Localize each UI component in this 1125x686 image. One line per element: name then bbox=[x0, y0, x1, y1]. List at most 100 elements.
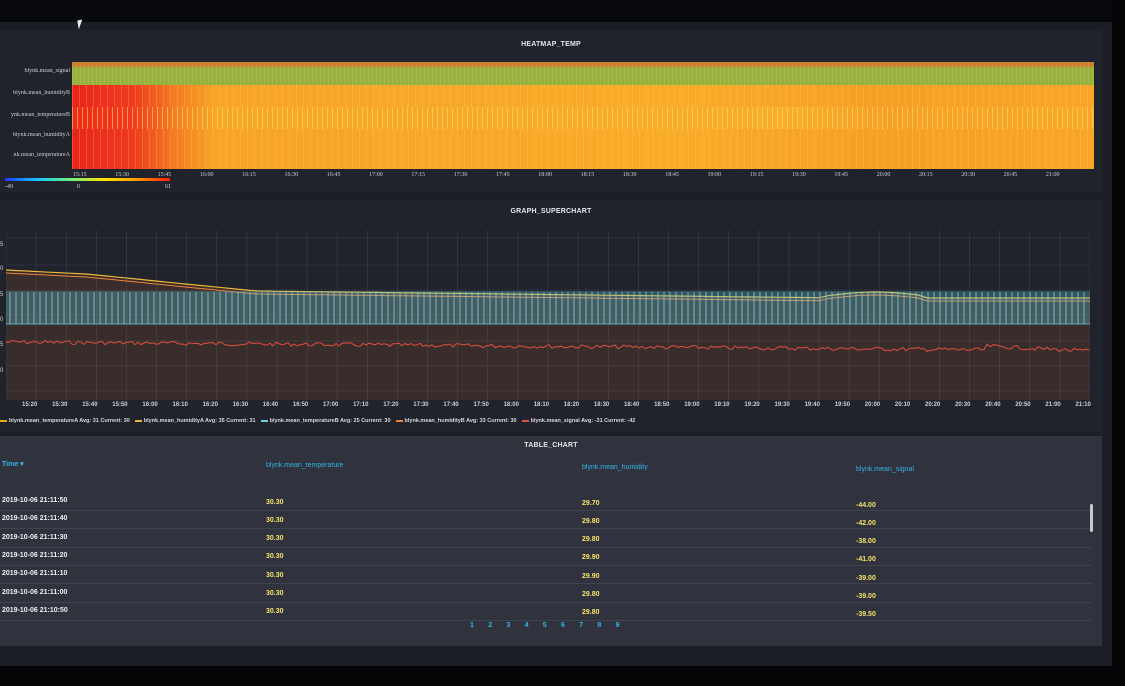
pagination-page-4[interactable]: 4 bbox=[524, 622, 529, 629]
heatmap-x-tick-label: 19:00 bbox=[707, 172, 722, 178]
heatmap-row-temperatureB[interactable] bbox=[72, 107, 1094, 129]
cell-humidity: 29.80 bbox=[582, 517, 600, 525]
graph-y-tick-label: 5 bbox=[0, 292, 4, 298]
heatmap-row-label: blynk.mean_humidityA bbox=[12, 132, 70, 138]
heatmap-x-tick-label: 20:30 bbox=[961, 172, 975, 178]
heatmap-title[interactable]: HEATMAP_TEMP bbox=[521, 41, 581, 48]
graph-x-tick-label: 16:00 bbox=[142, 402, 158, 408]
table-row[interactable]: 2019-10-06 21:11:00 30.30 29.80 -39.00 bbox=[0, 585, 1092, 603]
heatmap-row-label: blynk.mean_signal bbox=[24, 68, 71, 74]
graph-x-tick-label: 19:00 bbox=[684, 402, 700, 408]
cell-signal: -44.00 bbox=[856, 501, 876, 509]
heatmap-x-tick-label: 20:45 bbox=[1003, 172, 1018, 178]
pagination-page-3[interactable]: 3 bbox=[506, 622, 511, 629]
heatmap-x-tick-label: 16:00 bbox=[199, 172, 214, 178]
graph-x-tick-label: 15:40 bbox=[82, 402, 98, 408]
heatmap-x-tick-label: 20:00 bbox=[876, 172, 891, 178]
cell-signal: -39.00 bbox=[856, 574, 876, 582]
column-header-temperature[interactable]: blynk.mean_temperature bbox=[266, 462, 344, 469]
legend-swatch-icon bbox=[134, 419, 142, 422]
table-title[interactable]: TABLE_CHART bbox=[524, 442, 578, 449]
heatmap-x-tick-label: 19:30 bbox=[792, 172, 806, 178]
cell-signal: -42.00 bbox=[856, 519, 876, 527]
graph-x-tick-label: 18:10 bbox=[533, 402, 550, 408]
graph-plot-area[interactable] bbox=[6, 230, 1090, 400]
cell-temperature: 30.30 bbox=[266, 516, 284, 524]
heatmap-row-humidityB[interactable] bbox=[72, 85, 1094, 107]
table-row[interactable]: 2019-10-06 21:11:50 30.30 29.70 -44.00 bbox=[0, 493, 1092, 511]
cell-humidity: 29.80 bbox=[582, 591, 600, 598]
table-scrollbar[interactable] bbox=[1090, 504, 1093, 532]
heatmap-x-tick-label: 21:00 bbox=[1045, 172, 1060, 178]
heatmap-x-tick-label: 16:30 bbox=[284, 172, 299, 178]
pagination-page-7[interactable]: 7 bbox=[579, 622, 584, 629]
legend-item[interactable]: blynk.mean_humidityB Avg: 33 Current: 30 bbox=[395, 418, 517, 424]
cell-signal: -39.00 bbox=[856, 593, 876, 600]
cell-temperature: 30.30 bbox=[266, 553, 284, 561]
cell-temperature: 30.30 bbox=[266, 608, 284, 616]
heatmap-x-tick-label: 17:30 bbox=[453, 172, 468, 178]
cell-time: 2019-10-06 21:11:30 bbox=[2, 533, 68, 541]
humidity-fill-area bbox=[6, 270, 1090, 400]
pagination-page-5[interactable]: 5 bbox=[542, 622, 547, 629]
graph-y-tick-label: 0 bbox=[0, 317, 4, 323]
heatmap-color-scale bbox=[5, 178, 170, 181]
pagination-page-1[interactable]: 1 bbox=[470, 622, 474, 629]
legend-label: blynk.mean_temperatureA Avg: 31 Current:… bbox=[9, 418, 130, 424]
heatmap-x-tick-label: 15:45 bbox=[157, 172, 172, 178]
heatmap-grid[interactable] bbox=[72, 62, 1094, 169]
heatmap-x-tick-label: 19:15 bbox=[749, 172, 764, 178]
graph-x-tick-label: 18:50 bbox=[654, 402, 670, 408]
scale-min-label: -49 bbox=[5, 184, 13, 190]
signal-series-line bbox=[6, 339, 1090, 352]
pagination-page-8[interactable]: 8 bbox=[597, 622, 602, 629]
graph-x-tick-label: 17:00 bbox=[323, 402, 339, 408]
graph-x-tick-label: 16:40 bbox=[262, 402, 279, 408]
graph-x-tick-label: 20:40 bbox=[985, 402, 1001, 408]
cell-temperature: 30.30 bbox=[266, 498, 284, 506]
pagination-page-9[interactable]: 9 bbox=[615, 622, 620, 629]
legend-item[interactable]: blynk.mean_humidityA Avg: 35 Current: 31 bbox=[134, 418, 256, 424]
table-row[interactable]: 2019-10-06 21:11:40 30.30 29.80 -42.00 bbox=[0, 511, 1092, 530]
legend-item[interactable]: blynk.mean_temperatureB Avg: 25 Current:… bbox=[260, 418, 391, 424]
column-header-signal[interactable]: blynk.mean_signal bbox=[856, 466, 914, 473]
table-row[interactable]: 2019-10-06 21:10:50 30.30 29.80 -39.50 bbox=[0, 603, 1092, 621]
graph-x-tick-label: 15:50 bbox=[112, 402, 128, 408]
cell-temperature: 30.30 bbox=[266, 535, 284, 543]
heatmap-x-tick-label: 18:45 bbox=[665, 172, 679, 178]
cell-humidity: 29.80 bbox=[582, 609, 600, 617]
humidityA-series-line bbox=[6, 272, 1090, 302]
cell-time: 2019-10-06 21:10:50 bbox=[2, 606, 68, 614]
legend-label: blynk.mean_humidityA Avg: 35 Current: 31 bbox=[143, 418, 256, 424]
legend-item[interactable]: blynk.mean_signal Avg: -31 Current: -42 bbox=[521, 418, 635, 424]
pagination-page-2[interactable]: 2 bbox=[488, 622, 493, 629]
temperatureB-fill-band bbox=[6, 291, 1090, 324]
heatmap-row-temperatureA[interactable] bbox=[72, 150, 1094, 169]
graph-title[interactable]: GRAPH_SUPERCHART bbox=[510, 208, 592, 215]
table-row[interactable]: 2019-10-06 21:11:10 30.30 29.90 -39.00 bbox=[0, 566, 1092, 585]
table-row[interactable]: 2019-10-06 21:11:30 30.30 29.80 -38.00 bbox=[0, 530, 1092, 548]
graph-x-tick-label: 21:00 bbox=[1045, 402, 1061, 408]
graph-x-tick-label: 16:20 bbox=[202, 402, 218, 408]
column-header-humidity[interactable]: blynk.mean_humidity bbox=[582, 464, 648, 471]
table-row[interactable]: 2019-10-06 21:11:20 30.30 29.90 -41.00 bbox=[0, 548, 1092, 566]
heatmap-x-tick-label: 18:15 bbox=[580, 172, 595, 178]
graph-x-tick-label: 17:40 bbox=[443, 402, 459, 408]
graph-x-tick-label: 20:20 bbox=[925, 402, 941, 408]
cell-time: 2019-10-06 21:11:00 bbox=[2, 588, 68, 596]
graph-y-tick-label: 0 bbox=[0, 368, 4, 374]
column-header-time[interactable]: Time ▾ bbox=[2, 461, 24, 468]
cell-time: 2019-10-06 21:11:20 bbox=[2, 551, 68, 559]
heatmap-panel: HEATMAP_TEMP blynk.mean_signal blynk.mean… bbox=[0, 30, 1102, 192]
cell-humidity: 29.90 bbox=[582, 572, 600, 580]
graph-x-tick-label: 20:10 bbox=[894, 402, 911, 408]
pagination-page-6[interactable]: 6 bbox=[561, 622, 565, 629]
cell-time: 2019-10-06 21:11:40 bbox=[2, 515, 68, 523]
scale-mid-label: 0 bbox=[77, 184, 80, 190]
legend-item[interactable]: blynk.mean_temperatureA Avg: 31 Current:… bbox=[0, 418, 130, 424]
heatmap-row-signal[interactable] bbox=[72, 62, 1094, 85]
heatmap-x-tick-label: 18:00 bbox=[538, 172, 552, 178]
graph-x-tick-label: 16:50 bbox=[292, 402, 309, 408]
heatmap-row-humidityA[interactable] bbox=[72, 129, 1094, 150]
graph-x-tick-label: 20:50 bbox=[1015, 402, 1031, 408]
